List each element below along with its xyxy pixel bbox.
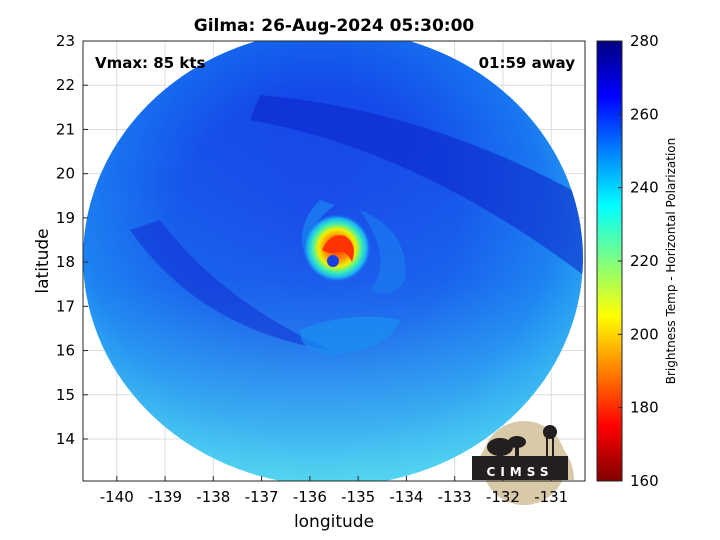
y-tick-label: 14 <box>56 430 75 448</box>
chart-title: Gilma: 26-Aug-2024 05:30:00 <box>194 16 475 36</box>
colorbar-tick-label: 240 <box>630 179 659 197</box>
y-tick-label: 23 <box>56 32 75 50</box>
colorbar-tick-label: 200 <box>630 325 659 343</box>
x-axis-ticks: -140 -139 -138 -137 -136 -135 -134 -133 -132 -131 <box>100 476 568 506</box>
y-tick-label: 16 <box>56 342 75 360</box>
y-tick-label: 20 <box>56 165 75 183</box>
colorbar <box>596 40 623 482</box>
x-tick-label: -133 <box>438 488 472 506</box>
colorbar-label: Brightness Temp - Horizontal Polarizatio… <box>664 138 678 385</box>
y-tick-label: 19 <box>56 209 75 227</box>
time-away-label: 01:59 away <box>479 54 576 72</box>
y-tick-label: 21 <box>56 120 75 138</box>
microwave-swath-image <box>83 41 583 481</box>
x-tick-label: -140 <box>100 488 134 506</box>
y-tick-label: 18 <box>56 253 75 271</box>
y-tick-label: 22 <box>56 76 75 94</box>
colorbar-tick-label: 160 <box>630 472 659 490</box>
x-tick-label: -132 <box>486 488 520 506</box>
cimss-logo: CIMSS <box>472 421 574 505</box>
x-tick-label: -131 <box>534 488 568 506</box>
colorbar-tick-label: 280 <box>630 32 659 50</box>
x-tick-label: -136 <box>293 488 327 506</box>
vmax-label: Vmax: 85 kts <box>95 54 205 72</box>
y-tick-label: 15 <box>56 386 75 404</box>
axes-box <box>82 40 586 482</box>
y-axis-ticks: 14 15 16 17 18 19 20 21 22 23 <box>56 32 88 448</box>
x-axis-label: longitude <box>294 512 374 532</box>
x-tick-label: -138 <box>196 488 230 506</box>
x-tick-label: -134 <box>389 488 423 506</box>
colorbar-tick-label: 220 <box>630 252 659 270</box>
colorbar-ticks: 160 180 200 220 240 260 280 <box>618 32 659 490</box>
x-tick-label: -137 <box>245 488 279 506</box>
colorbar-tick-label: 260 <box>630 105 659 123</box>
y-axis-label: latitude <box>33 228 53 293</box>
x-tick-label: -135 <box>341 488 375 506</box>
x-tick-label: -139 <box>148 488 182 506</box>
colorbar-tick-label: 180 <box>630 399 659 417</box>
y-tick-label: 17 <box>56 297 75 315</box>
cimss-logo-text: CIMSS <box>487 465 554 479</box>
